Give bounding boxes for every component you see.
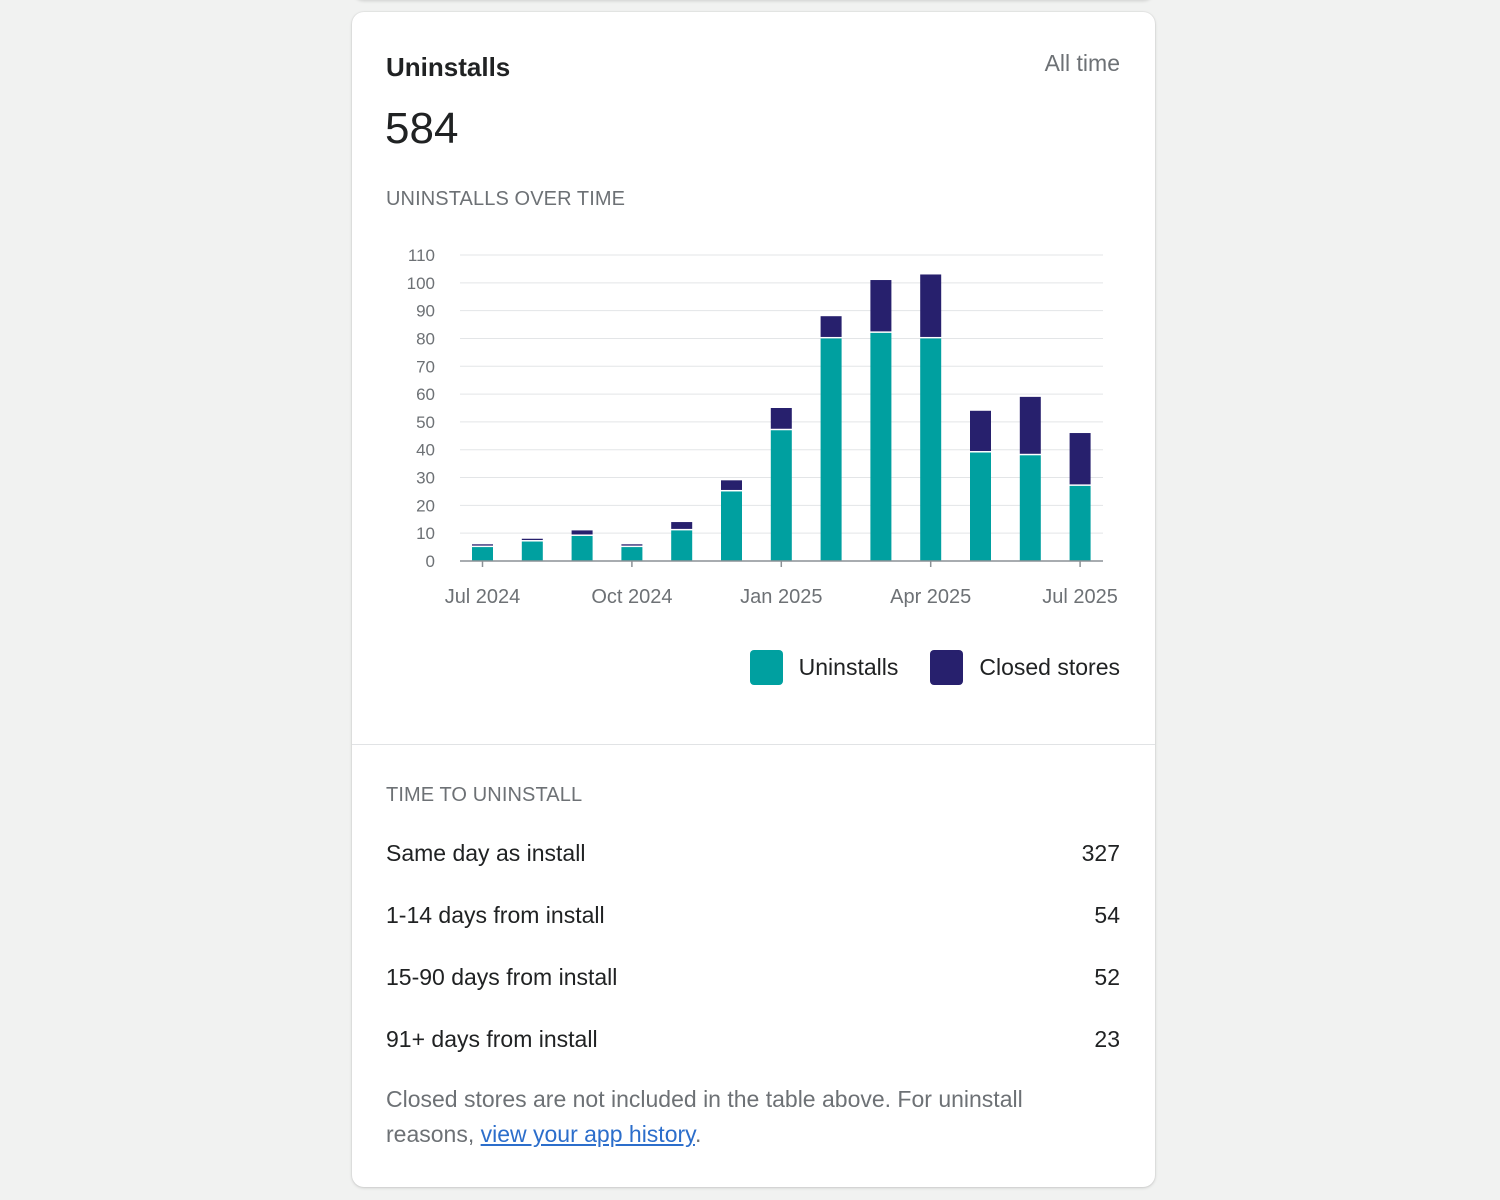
- y-tick-label: 90: [416, 302, 435, 321]
- y-tick-label: 30: [416, 469, 435, 488]
- footnote-text: Closed stores are not included in the ta…: [386, 1086, 1023, 1147]
- row-value: 327: [1081, 840, 1120, 866]
- bar-closed-stores: [472, 544, 493, 546]
- row-value: 54: [1094, 902, 1120, 928]
- footnote: Closed stores are not included in the ta…: [386, 1082, 1086, 1152]
- x-tick-label: Apr 2025: [890, 586, 971, 608]
- row-value: 23: [1094, 1026, 1120, 1052]
- bar-uninstalls: [671, 530, 693, 561]
- y-tick-label: 60: [416, 385, 435, 404]
- y-tick-label: 70: [416, 357, 435, 376]
- x-tick-label: Jul 2024: [445, 586, 521, 608]
- y-tick-label: 100: [407, 274, 435, 293]
- chart-section-label: UNINSTALLS OVER TIME: [386, 188, 626, 210]
- legend-swatch-uninstalls: [749, 650, 783, 685]
- bar-uninstalls: [770, 430, 792, 561]
- uninstalls-bar-chart: 0 10 20 30 40 50 60 70 80 90 100 110 Jul 2024 Oct 202…: [407, 246, 1118, 608]
- card-title: Uninstalls: [386, 52, 511, 82]
- bar-closed-stores: [770, 408, 792, 429]
- bar-closed-stores: [820, 316, 842, 337]
- bar-uninstalls: [621, 547, 643, 561]
- chart-legend: Uninstalls Closed stores: [718, 650, 1120, 685]
- legend-label-closed-stores: Closed stores: [979, 654, 1120, 680]
- x-tick-label: Jan 2025: [740, 586, 822, 608]
- section-divider: [352, 744, 1155, 745]
- bar-closed-stores: [1019, 396, 1041, 454]
- table-row: 1-14 days from install 54: [386, 902, 1120, 929]
- row-value: 52: [1094, 964, 1120, 990]
- bar-uninstalls: [472, 547, 493, 561]
- footnote-period: .: [694, 1121, 702, 1147]
- bar-uninstalls: [571, 535, 593, 561]
- legend-item-uninstalls: Uninstalls: [749, 650, 899, 685]
- bar-uninstalls: [721, 491, 742, 561]
- uninstalls-card: Uninstalls All time 584 UNINSTALLS OVER …: [352, 12, 1155, 1187]
- table-row: Same day as install 327: [386, 840, 1120, 867]
- bar-closed-stores: [870, 280, 892, 332]
- legend-label-uninstalls: Uninstalls: [798, 654, 899, 680]
- row-label: 91+ days from install: [386, 1026, 598, 1052]
- y-tick-label: 40: [416, 441, 435, 460]
- y-tick-label: 10: [416, 524, 435, 543]
- bar-closed-stores: [571, 530, 593, 535]
- bar-uninstalls: [820, 338, 842, 561]
- legend-swatch-closed-stores: [930, 650, 964, 685]
- y-tick-label: 80: [416, 329, 435, 348]
- time-to-uninstall-label: TIME TO UNINSTALL: [386, 784, 583, 806]
- app-history-link[interactable]: view your app history: [480, 1121, 695, 1147]
- bar-uninstalls: [1019, 455, 1041, 561]
- bar-closed-stores: [920, 274, 942, 337]
- row-label: 1-14 days from install: [386, 902, 605, 928]
- date-range-label: All time: [1044, 50, 1120, 76]
- bar-uninstalls: [521, 541, 543, 561]
- y-tick-label: 50: [416, 413, 435, 432]
- bar-closed-stores: [721, 480, 742, 490]
- table-row: 15-90 days from install 52: [386, 964, 1120, 991]
- total-uninstalls: 584: [385, 104, 459, 153]
- bar-closed-stores: [970, 410, 991, 452]
- row-label: 15-90 days from install: [386, 964, 618, 990]
- legend-item-closed-stores: Closed stores: [930, 650, 1120, 685]
- bar-uninstalls: [1069, 485, 1091, 561]
- bar-closed-stores: [621, 544, 643, 546]
- x-tick-label: Jul 2025: [1042, 586, 1118, 608]
- bar-closed-stores: [1069, 433, 1091, 485]
- x-tick-label: Oct 2024: [591, 586, 672, 608]
- bar-uninstalls: [970, 452, 991, 561]
- row-label: Same day as install: [386, 840, 586, 866]
- y-tick-label: 20: [416, 496, 435, 515]
- bar-uninstalls: [870, 332, 892, 561]
- y-tick-label: 0: [426, 552, 435, 571]
- bar-uninstalls: [920, 338, 942, 561]
- y-tick-label: 110: [408, 246, 435, 265]
- bar-closed-stores: [521, 538, 543, 541]
- bar-closed-stores: [671, 522, 693, 529]
- table-row: 91+ days from install 23: [386, 1026, 1120, 1053]
